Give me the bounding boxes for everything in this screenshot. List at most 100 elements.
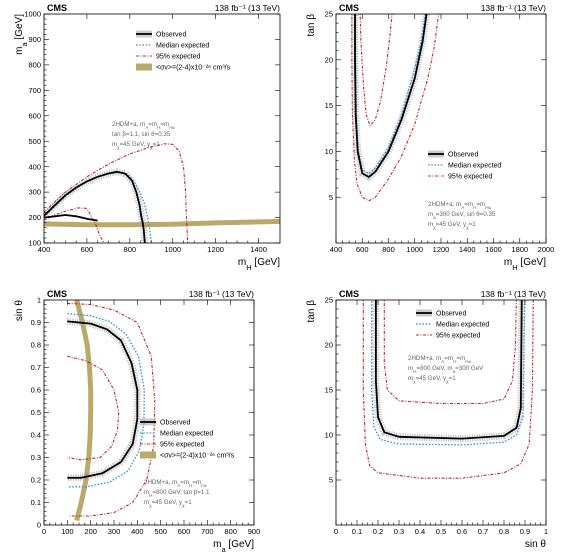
x-tick-label: 0.3 — [394, 527, 404, 536]
luminosity-label: 138 fb⁻¹ (13 TeV) — [189, 289, 254, 299]
y-tick-label: 600 — [28, 111, 41, 120]
y-tick-label: 0.6 — [31, 386, 41, 395]
y-axis-label: tan β — [306, 14, 317, 37]
y-tick-label: 300 — [28, 188, 41, 197]
y-tick-label: 25 — [325, 296, 333, 305]
x-tick-label: 400 — [330, 245, 343, 254]
experiment-label: CMS — [47, 289, 67, 299]
plot-area — [44, 143, 280, 243]
y-tick-label: 0.8 — [31, 341, 41, 350]
legend-item-pct95: 95% expected — [140, 441, 204, 448]
x-tick-label: 800 — [382, 245, 395, 254]
x-tick-label: 0.9 — [520, 527, 530, 536]
y-tick-label: 10 — [325, 147, 333, 156]
x-tick-label: 1400 — [459, 245, 476, 254]
legend-label: 95% expected — [156, 53, 200, 60]
model-annotation: 2HDM+a, mA=mH=mH± — [408, 355, 472, 364]
legend-item-observed: Observed — [136, 30, 186, 38]
y-tick-label: 1000 — [24, 10, 41, 19]
pct95-contour — [44, 207, 105, 243]
legend-label: Median expected — [156, 42, 209, 49]
y-tick-label: 400 — [28, 162, 41, 171]
model-annotation: 2HDM+a, mA=mH=mH± — [144, 479, 208, 488]
x-tick-label: 900 — [248, 527, 261, 536]
model-annotation: mχ=45 GeV, yχ=1 — [428, 221, 476, 230]
x-tick-label: 700 — [201, 527, 214, 536]
model-annotation: tan β=1.1, sin θ=0.35 — [112, 131, 171, 138]
pct95-contour — [67, 302, 156, 517]
legend-label: <σv>=(2-4)x10⁻²⁶ cm³/s — [156, 64, 231, 71]
y-tick-label: 10 — [325, 431, 333, 440]
x-tick-label: 0.5 — [436, 527, 446, 536]
y-tick-label: 5 — [329, 476, 333, 485]
y-tick-label: 0.9 — [31, 318, 41, 327]
model-annotation: mχ=45 GeV, yχ=1 — [112, 141, 160, 150]
plot-area — [351, 14, 440, 202]
y-tick-label: 0.4 — [31, 431, 41, 440]
plot-area — [362, 300, 534, 479]
x-tick-label: 1200 — [433, 245, 450, 254]
x-tick-label: 100 — [61, 527, 74, 536]
legend-item-observed: Observed — [428, 150, 478, 158]
y-tick-label: 0 — [37, 521, 41, 530]
x-tick-label: 0.8 — [499, 527, 509, 536]
relic-contour — [44, 218, 280, 228]
x-tick-label: 1200 — [207, 245, 224, 254]
legend-item-relic: <σv>=(2-4)x10⁻²⁶ cm³/s — [136, 63, 231, 71]
x-tick-label: 600 — [178, 527, 191, 536]
x-tick-label: 1600 — [485, 245, 502, 254]
x-tick-label: 0.2 — [373, 527, 383, 536]
y-axis-label: sin θ — [14, 300, 25, 322]
y-tick-label: 500 — [28, 137, 41, 146]
x-tick-label: 400 — [38, 245, 51, 254]
x-tick-label: 600 — [81, 245, 94, 254]
legend-label: 95% expected — [436, 332, 480, 339]
model-annotation: mχ=45 GeV, yχ=1 — [144, 499, 192, 508]
y-tick-label: 0.5 — [31, 408, 41, 417]
observed-contour — [44, 214, 98, 222]
legend-label: 95% expected — [448, 173, 492, 180]
legend-label: Observed — [436, 310, 466, 317]
legend-label: Observed — [160, 419, 190, 426]
x-tick-label: 800 — [224, 527, 237, 536]
model-annotation: mH=800 GeV, tan β=1.1 — [144, 489, 210, 498]
observed-contour — [375, 300, 523, 440]
legend-item-expected: Median expected — [136, 42, 209, 49]
x-tick-label: 0.6 — [457, 527, 467, 536]
pct95-contour — [362, 300, 534, 479]
x-tick-label: 0 — [334, 527, 338, 536]
x-tick-label: 300 — [108, 527, 121, 536]
y-tick-label: 20 — [325, 55, 333, 64]
legend-label: <σv>=(2-4)x10⁻²⁶ cm³/s — [160, 452, 235, 459]
pct95-contour — [359, 14, 393, 127]
x-axis-label: mH [GeV] — [238, 257, 280, 272]
legend-item-observed: Observed — [140, 418, 190, 426]
legend-item-expected: Median expected — [140, 430, 213, 437]
x-tick-label: 1000 — [406, 245, 423, 254]
luminosity-label: 138 fb⁻¹ (13 TeV) — [215, 3, 280, 13]
pct95-contour — [67, 355, 120, 461]
y-tick-label: 0.2 — [31, 476, 41, 485]
x-tick-label: 2000 — [538, 245, 555, 254]
x-tick-label: 400 — [131, 527, 144, 536]
observed-contour — [67, 320, 139, 479]
legend-item-pct95: 95% expected — [428, 173, 492, 180]
legend-label: Observed — [156, 31, 186, 38]
x-tick-label: 0.1 — [352, 527, 362, 536]
legend-item-relic: <σv>=(2-4)x10⁻²⁶ cm³/s — [140, 451, 235, 459]
y-tick-label: 20 — [325, 341, 333, 350]
y-tick-label: 0.3 — [31, 453, 41, 462]
x-axis-label: mH [GeV] — [504, 257, 546, 272]
legend-item-observed: Observed — [416, 309, 466, 317]
pct95-contour — [44, 143, 189, 243]
x-tick-label: 1 — [544, 527, 548, 536]
model-annotation: 2HDM+a, mA=mH=mH± — [112, 121, 176, 130]
pct95-contour — [351, 14, 440, 202]
x-tick-label: 0 — [42, 527, 46, 536]
y-axis-label: tan β — [306, 300, 317, 323]
